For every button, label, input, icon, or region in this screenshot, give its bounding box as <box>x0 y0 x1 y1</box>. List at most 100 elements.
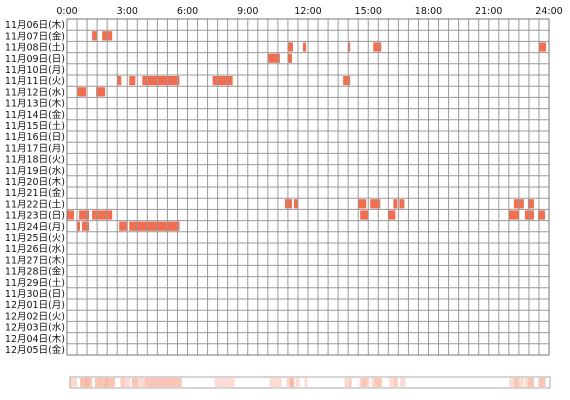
summary-bar-segment <box>104 378 115 387</box>
y-day-label: 11月18日(火) <box>5 155 65 166</box>
y-day-label: 12月01日(月) <box>5 300 65 311</box>
y-day-label: 11月08日(土) <box>5 42 65 54</box>
activity-block <box>343 76 351 86</box>
summary-bar-segment <box>84 378 92 387</box>
x-tick-label: 12:00 <box>294 6 321 17</box>
summary-bar-segment <box>269 378 282 387</box>
summary-bar-segment <box>131 378 138 387</box>
activity-block <box>284 199 292 209</box>
activity-block <box>79 210 90 220</box>
activity-block <box>287 42 293 52</box>
summary-bar-segment <box>94 378 115 387</box>
x-tick-label: 18:00 <box>415 6 442 17</box>
summary-bar-segment <box>94 378 100 387</box>
activity-block <box>267 53 280 63</box>
activity-block <box>393 199 398 209</box>
y-day-label: 12月02日(火) <box>5 311 65 322</box>
summary-bar-segment <box>79 378 89 387</box>
y-day-label: 11月10日(月) <box>5 65 65 76</box>
x-tick-label: 0:00 <box>56 6 77 17</box>
summary-bar-frame <box>69 376 551 389</box>
y-day-label: 11月13日(木) <box>5 98 65 110</box>
summary-bar-segment <box>394 378 399 387</box>
summary-bar-segment <box>121 378 130 387</box>
summary-bar-segment <box>349 378 352 387</box>
y-day-label: 11月16日(日) <box>5 132 65 143</box>
activity-block <box>287 53 292 63</box>
summary-bar-segment <box>514 378 525 387</box>
activity-block <box>388 210 396 220</box>
activity-block <box>119 221 128 231</box>
summary-bar-segment <box>98 378 108 387</box>
activity-block <box>538 42 546 52</box>
y-day-label: 11月28日(金) <box>5 266 65 278</box>
y-day-label: 11月11日(火) <box>5 76 65 87</box>
summary-bar-segment <box>70 378 77 387</box>
y-day-label: 11月29日(土) <box>5 277 65 289</box>
y-day-label: 11月15日(土) <box>5 120 65 132</box>
activity-block <box>117 76 122 86</box>
summary-bar-segment <box>344 378 352 387</box>
activity-block <box>524 210 534 220</box>
activity-block <box>348 42 351 52</box>
activity-block <box>67 210 75 220</box>
activity-block <box>92 31 98 41</box>
summary-bar-segment <box>289 378 294 387</box>
summary-bar-segment <box>509 378 520 387</box>
activity-block <box>77 87 87 97</box>
activity-block <box>77 221 81 231</box>
y-day-label: 12月03日(水) <box>5 322 65 334</box>
y-day-label: 11月12日(水) <box>5 86 65 98</box>
summary-bar-segment <box>525 378 535 387</box>
summary-bar-segment <box>400 378 406 387</box>
y-axis-day-labels: 11月06日(木)11月07日(金)11月08日(土)11月09日(日)11月1… <box>5 19 65 356</box>
x-tick-label: 21:00 <box>475 6 502 17</box>
y-day-label: 11月30日(日) <box>5 289 65 300</box>
y-day-label: 12月04日(木) <box>5 333 65 345</box>
activity-block <box>212 76 233 86</box>
y-day-label: 11月06日(木) <box>5 19 65 31</box>
activity-block <box>508 210 519 220</box>
x-tick-label: 9:00 <box>237 6 258 17</box>
y-day-label: 11月27日(木) <box>5 254 65 266</box>
activity-block <box>142 76 180 86</box>
y-day-label: 11月26日(水) <box>5 243 65 255</box>
summary-bar-segment <box>389 378 397 387</box>
y-day-label: 12月05日(金) <box>5 344 65 356</box>
summary-bar-segment <box>528 378 535 387</box>
activity-block <box>527 199 534 209</box>
x-axis-tick-labels: 0:00 3:00 6:00 9:00 12:00 15:00 18:00 21:00 24:0… <box>56 6 562 17</box>
y-day-label: 11月19日(水) <box>5 165 65 177</box>
plot-frame <box>66 18 550 356</box>
y-day-label: 11月17日(月) <box>5 143 65 154</box>
x-tick-label: 15:00 <box>355 6 382 17</box>
summary-bar-segment <box>371 378 382 387</box>
y-day-label: 11月07日(金) <box>5 30 65 42</box>
summary-bar-segment <box>119 378 124 387</box>
activity-block <box>360 210 369 220</box>
summary-bar-segment <box>295 378 300 387</box>
chart-grid <box>66 18 550 356</box>
y-day-label: 11月22日(土) <box>5 198 65 210</box>
y-day-label: 11月21日(金) <box>5 187 65 199</box>
activity-block <box>129 221 180 231</box>
summary-bar-segment <box>359 378 368 387</box>
activity-block <box>82 221 90 231</box>
y-day-label: 11月23日(日) <box>5 211 65 222</box>
activity-block <box>373 42 382 52</box>
y-day-label: 11月20日(木) <box>5 176 65 188</box>
activity-block <box>537 210 545 220</box>
activity-block <box>302 42 306 52</box>
summary-bar-segment <box>79 378 83 387</box>
daily-summary-bar <box>69 376 551 389</box>
y-day-label: 11月09日(日) <box>5 54 65 65</box>
summary-bar-segment <box>144 378 182 387</box>
summary-bar-segment <box>286 378 294 387</box>
activity-block <box>92 210 113 220</box>
x-tick-label: 24:00 <box>535 6 562 17</box>
summary-bar-segment <box>131 378 182 387</box>
activity-block <box>293 199 298 209</box>
y-day-label: 11月24日(月) <box>5 222 65 233</box>
activity-block <box>399 199 405 209</box>
y-day-label: 11月14日(金) <box>5 109 65 121</box>
